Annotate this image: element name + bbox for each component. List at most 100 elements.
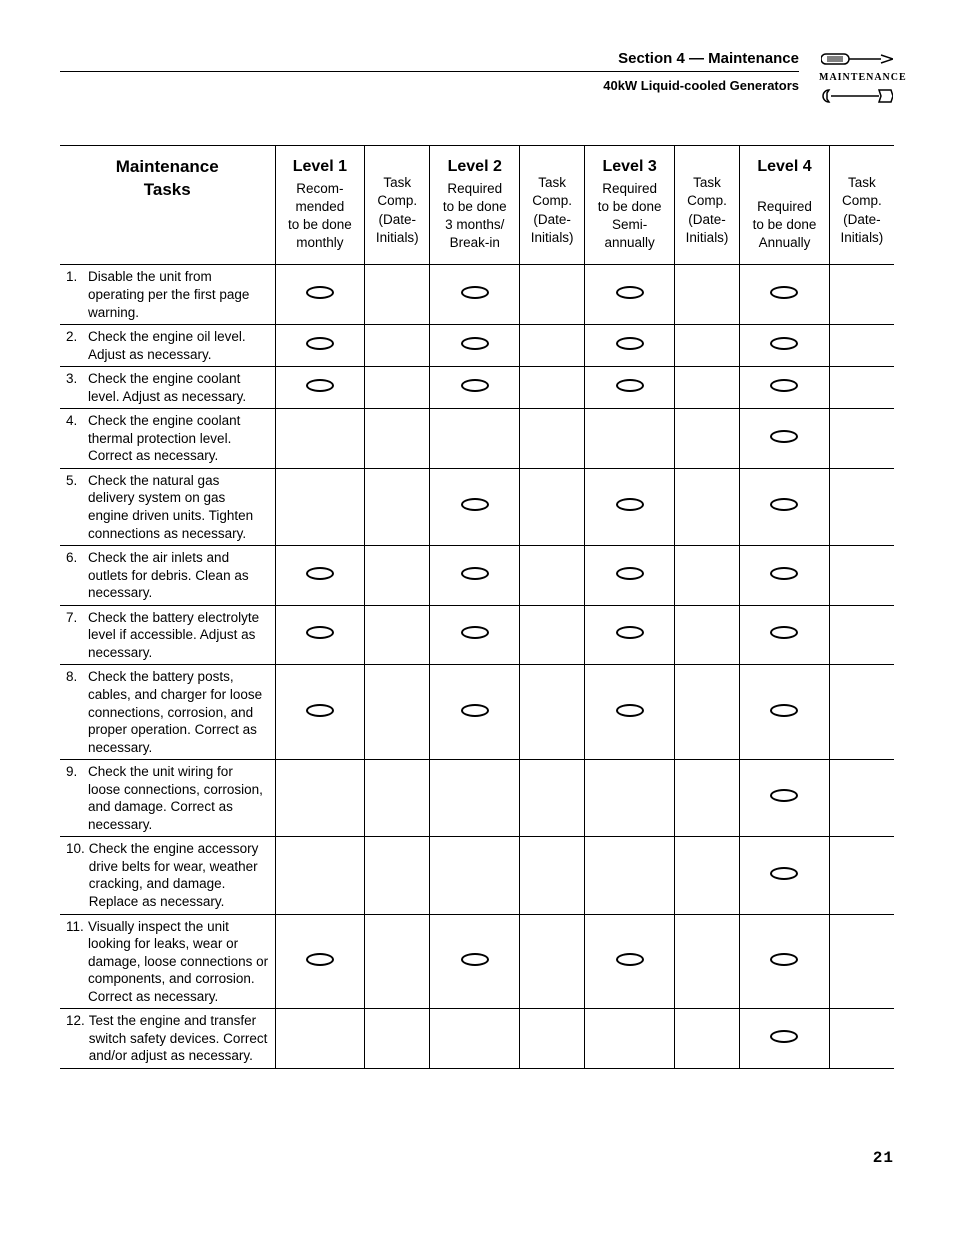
taskcomp3-cell[interactable]	[674, 665, 739, 760]
level1-mark	[275, 1009, 365, 1069]
taskcomp3-cell[interactable]	[674, 265, 739, 325]
level2-mark	[430, 665, 520, 760]
level2-mark	[430, 367, 520, 409]
level4-mark	[740, 468, 830, 545]
oval-icon	[461, 567, 489, 580]
taskcomp3-cell[interactable]	[674, 468, 739, 545]
taskcomp3-cell[interactable]	[674, 546, 739, 606]
level2-mark	[430, 837, 520, 914]
oval-icon	[461, 379, 489, 392]
oval-icon	[616, 379, 644, 392]
taskcomp1-cell[interactable]	[365, 914, 430, 1009]
level3-mark	[585, 665, 675, 760]
taskcomp2-cell[interactable]	[520, 409, 585, 469]
taskcomp1-cell[interactable]	[365, 546, 430, 606]
taskcomp2-cell[interactable]	[520, 665, 585, 760]
taskcomp1-cell[interactable]	[365, 760, 430, 837]
taskcomp2-cell[interactable]	[520, 605, 585, 665]
taskcomp1-cell[interactable]	[365, 605, 430, 665]
task-text: Check the engine accessory drive belts f…	[89, 840, 269, 910]
level4-mark	[740, 265, 830, 325]
level3-mark	[585, 914, 675, 1009]
level4-mark	[740, 546, 830, 606]
oval-icon	[306, 626, 334, 639]
oval-icon	[770, 1030, 798, 1043]
taskcomp2-cell[interactable]	[520, 760, 585, 837]
taskcomp4-cell[interactable]	[829, 837, 894, 914]
oval-icon	[770, 867, 798, 880]
oval-icon	[616, 567, 644, 580]
level4-mark	[740, 1009, 830, 1069]
oval-icon	[770, 337, 798, 350]
taskcomp4-cell[interactable]	[829, 468, 894, 545]
taskcomp4-cell[interactable]	[829, 546, 894, 606]
taskcomp1-cell[interactable]	[365, 325, 430, 367]
taskcomp2-cell[interactable]	[520, 914, 585, 1009]
taskcomp2-cell[interactable]	[520, 837, 585, 914]
task-cell: 8.Check the battery posts, cables, and c…	[60, 665, 275, 760]
taskcomp4-cell[interactable]	[829, 605, 894, 665]
taskcomp3-cell[interactable]	[674, 605, 739, 665]
taskcomp2-cell[interactable]	[520, 325, 585, 367]
taskcomp3-cell[interactable]	[674, 367, 739, 409]
taskcomp3-cell[interactable]	[674, 1009, 739, 1069]
level3-mark	[585, 1009, 675, 1069]
task-number: 4.	[66, 412, 84, 465]
level3-mark	[585, 546, 675, 606]
taskcomp1-cell[interactable]	[365, 468, 430, 545]
taskcomp3-cell[interactable]	[674, 914, 739, 1009]
taskcomp3-cell[interactable]	[674, 325, 739, 367]
task-number: 1.	[66, 268, 84, 321]
taskcomp4-cell[interactable]	[829, 265, 894, 325]
task-cell: 12.Test the engine and transfer switch s…	[60, 1009, 275, 1069]
taskcomp1-cell[interactable]	[365, 367, 430, 409]
oval-icon	[616, 704, 644, 717]
taskcomp3-cell[interactable]	[674, 760, 739, 837]
taskcomp2-cell[interactable]	[520, 468, 585, 545]
taskcomp4-cell[interactable]	[829, 914, 894, 1009]
table-row: 8.Check the battery posts, cables, and c…	[60, 665, 894, 760]
task-number: 12.	[66, 1012, 85, 1065]
taskcomp1-cell[interactable]	[365, 665, 430, 760]
level4-mark	[740, 914, 830, 1009]
task-text: Disable the unit from operating per the …	[88, 268, 269, 321]
task-cell: 2.Check the engine oil level. Adjust as …	[60, 325, 275, 367]
task-cell: 9.Check the unit wiring for loose connec…	[60, 760, 275, 837]
taskcomp4-cell[interactable]	[829, 409, 894, 469]
task-text: Check the engine coolant level. Adjust a…	[88, 370, 269, 405]
taskcomp1-cell[interactable]	[365, 1009, 430, 1069]
taskcomp2-cell[interactable]	[520, 367, 585, 409]
taskcomp1-cell[interactable]	[365, 837, 430, 914]
task-number: 11.	[66, 918, 84, 1006]
table-row: 7.Check the battery electrolyte level if…	[60, 605, 894, 665]
col-taskcomp-2: TaskComp.(Date-Initials)	[520, 146, 585, 265]
taskcomp1-cell[interactable]	[365, 265, 430, 325]
taskcomp4-cell[interactable]	[829, 1009, 894, 1069]
task-cell: 4.Check the engine coolant thermal prote…	[60, 409, 275, 469]
level3-mark	[585, 325, 675, 367]
taskcomp3-cell[interactable]	[674, 409, 739, 469]
taskcomp3-cell[interactable]	[674, 837, 739, 914]
taskcomp2-cell[interactable]	[520, 1009, 585, 1069]
table-row: 2.Check the engine oil level. Adjust as …	[60, 325, 894, 367]
taskcomp4-cell[interactable]	[829, 665, 894, 760]
taskcomp1-cell[interactable]	[365, 409, 430, 469]
table-row: 4.Check the engine coolant thermal prote…	[60, 409, 894, 469]
task-text: Check the battery electrolyte level if a…	[88, 609, 269, 662]
level3-mark	[585, 468, 675, 545]
oval-icon	[461, 337, 489, 350]
taskcomp2-cell[interactable]	[520, 265, 585, 325]
level1-mark	[275, 367, 365, 409]
oval-icon	[461, 498, 489, 511]
level3-mark	[585, 367, 675, 409]
level1-mark	[275, 760, 365, 837]
col-taskcomp-3: TaskComp.(Date-Initials)	[674, 146, 739, 265]
taskcomp4-cell[interactable]	[829, 760, 894, 837]
taskcomp4-cell[interactable]	[829, 325, 894, 367]
taskcomp2-cell[interactable]	[520, 546, 585, 606]
level1-mark	[275, 546, 365, 606]
col-level1-sub: Recom-mendedto be donemonthly	[288, 181, 352, 251]
taskcomp4-cell[interactable]	[829, 367, 894, 409]
level2-mark	[430, 265, 520, 325]
col-tasks: MaintenanceTasks	[60, 146, 275, 265]
